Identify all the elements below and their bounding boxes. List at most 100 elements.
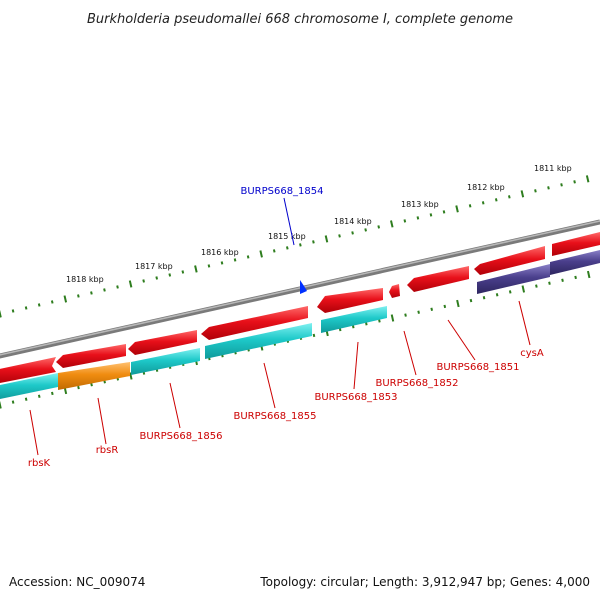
gene-forward[interactable]: [389, 284, 400, 298]
gene-forward[interactable]: [552, 232, 600, 256]
major-tick: [390, 220, 394, 228]
minor-tick: [469, 298, 473, 303]
gene-label-burps668-1851[interactable]: BURPS668_1851: [436, 362, 519, 373]
minor-tick: [468, 204, 472, 208]
major-tick: [586, 270, 591, 279]
gene-label-cysa[interactable]: cysA: [520, 348, 544, 359]
scale-label-1812: 1812 kbp: [467, 183, 505, 192]
gene-reverse[interactable]: [0, 373, 58, 400]
gene-reverse[interactable]: [205, 323, 312, 359]
minor-tick: [574, 275, 577, 280]
minor-tick: [338, 234, 341, 238]
minor-tick: [312, 333, 316, 338]
position-marker-icon[interactable]: [300, 280, 307, 294]
gene-label-burps668-1855[interactable]: BURPS668_1855: [233, 411, 316, 422]
minor-tick: [365, 322, 368, 326]
major-tick: [521, 285, 526, 293]
accession-text: Accession: NC_009074: [9, 575, 145, 589]
gene-label-rbsr[interactable]: rbsR: [96, 445, 119, 456]
minor-tick: [443, 304, 447, 309]
minor-tick: [90, 383, 93, 387]
map-title: Burkholderia pseudomallei 668 chromosome…: [87, 12, 513, 27]
scale-label-1814: 1814 kbp: [334, 217, 372, 226]
leader-line: [283, 197, 295, 246]
minor-tick: [548, 281, 551, 285]
minor-tick: [507, 195, 511, 199]
leader-line: [447, 319, 476, 361]
minor-tick: [534, 189, 537, 193]
minor-tick: [77, 294, 80, 298]
minor-tick: [495, 293, 499, 297]
genome-backbone: [0, 219, 600, 359]
scale-labels: 1818 kbp 1817 kbp 1816 kbp 1815 kbp 1814…: [66, 164, 572, 284]
minor-tick: [430, 307, 434, 311]
minor-tick: [429, 213, 433, 217]
minor-tick: [377, 225, 381, 229]
major-tick: [129, 372, 133, 380]
minor-tick: [312, 240, 315, 244]
minor-tick: [351, 325, 355, 329]
gene-forward[interactable]: [128, 330, 197, 355]
minor-tick: [142, 279, 145, 283]
gene-reverse[interactable]: [321, 306, 387, 333]
major-tick: [128, 280, 133, 288]
gene-label-burps668-1856[interactable]: BURPS668_1856: [139, 431, 222, 442]
scale-label-1818: 1818 kbp: [66, 275, 104, 284]
gene-rbsR[interactable]: [58, 362, 130, 390]
gene-forward[interactable]: [407, 266, 469, 292]
minor-tick: [51, 391, 54, 396]
gene-forward[interactable]: [201, 306, 308, 340]
gene-reverse[interactable]: [550, 250, 600, 275]
major-tick: [324, 235, 329, 243]
minor-tick: [246, 255, 250, 259]
gene-label-rbsk[interactable]: rbsK: [28, 458, 51, 469]
gene-label-burps668-1853[interactable]: BURPS668_1853: [314, 392, 397, 403]
leader-line: [518, 300, 531, 346]
major-tick: [0, 310, 2, 318]
minor-tick: [155, 276, 159, 280]
major-tick: [520, 190, 525, 198]
minor-tick: [508, 290, 512, 294]
scale-label-1815: 1815 kbp: [268, 232, 306, 241]
major-tick: [259, 250, 263, 258]
minor-tick: [220, 261, 224, 265]
major-tick: [585, 175, 590, 183]
minor-tick: [181, 270, 185, 274]
minor-tick: [364, 228, 367, 232]
minor-tick: [547, 186, 550, 190]
minor-tick: [378, 319, 381, 323]
leader-line: [403, 330, 417, 376]
minor-tick: [403, 219, 407, 223]
minor-tick: [24, 306, 28, 310]
gene-forward[interactable]: [474, 246, 545, 275]
gene-label-burps668-1852[interactable]: BURPS668_1852: [375, 378, 458, 389]
genome-summary-text: Topology: circular; Length: 3,912,947 bp…: [259, 575, 590, 589]
minor-tick: [494, 198, 498, 202]
major-tick: [63, 295, 68, 303]
gene-labels: BURPS668_1854 rbsK rbsR BURPS668_1856 BU…: [28, 186, 544, 469]
gene-reverse[interactable]: [477, 264, 550, 294]
minor-tick: [560, 183, 563, 187]
label-leaders: [29, 197, 531, 456]
minor-tick: [168, 273, 172, 277]
minor-tick: [24, 397, 28, 401]
minor-tick: [90, 291, 93, 295]
scale-label-1811: 1811 kbp: [534, 164, 572, 173]
gene-forward[interactable]: [317, 288, 383, 313]
gene-label-burps668-1854[interactable]: BURPS668_1854: [240, 186, 323, 197]
gene-reverse[interactable]: [131, 348, 200, 375]
major-tick: [456, 299, 460, 308]
minor-tick: [233, 258, 237, 262]
minor-tick: [351, 231, 354, 235]
scale-label-1817: 1817 kbp: [135, 262, 173, 271]
major-tick: [390, 314, 395, 322]
minor-tick: [535, 284, 538, 288]
gene-forward[interactable]: [0, 357, 56, 384]
reverse-strand-genes: [0, 250, 600, 400]
gene-forward[interactable]: [56, 344, 126, 368]
minor-tick: [442, 210, 446, 214]
minor-tick: [561, 278, 564, 282]
minor-tick: [404, 313, 407, 317]
minor-tick: [573, 180, 576, 184]
